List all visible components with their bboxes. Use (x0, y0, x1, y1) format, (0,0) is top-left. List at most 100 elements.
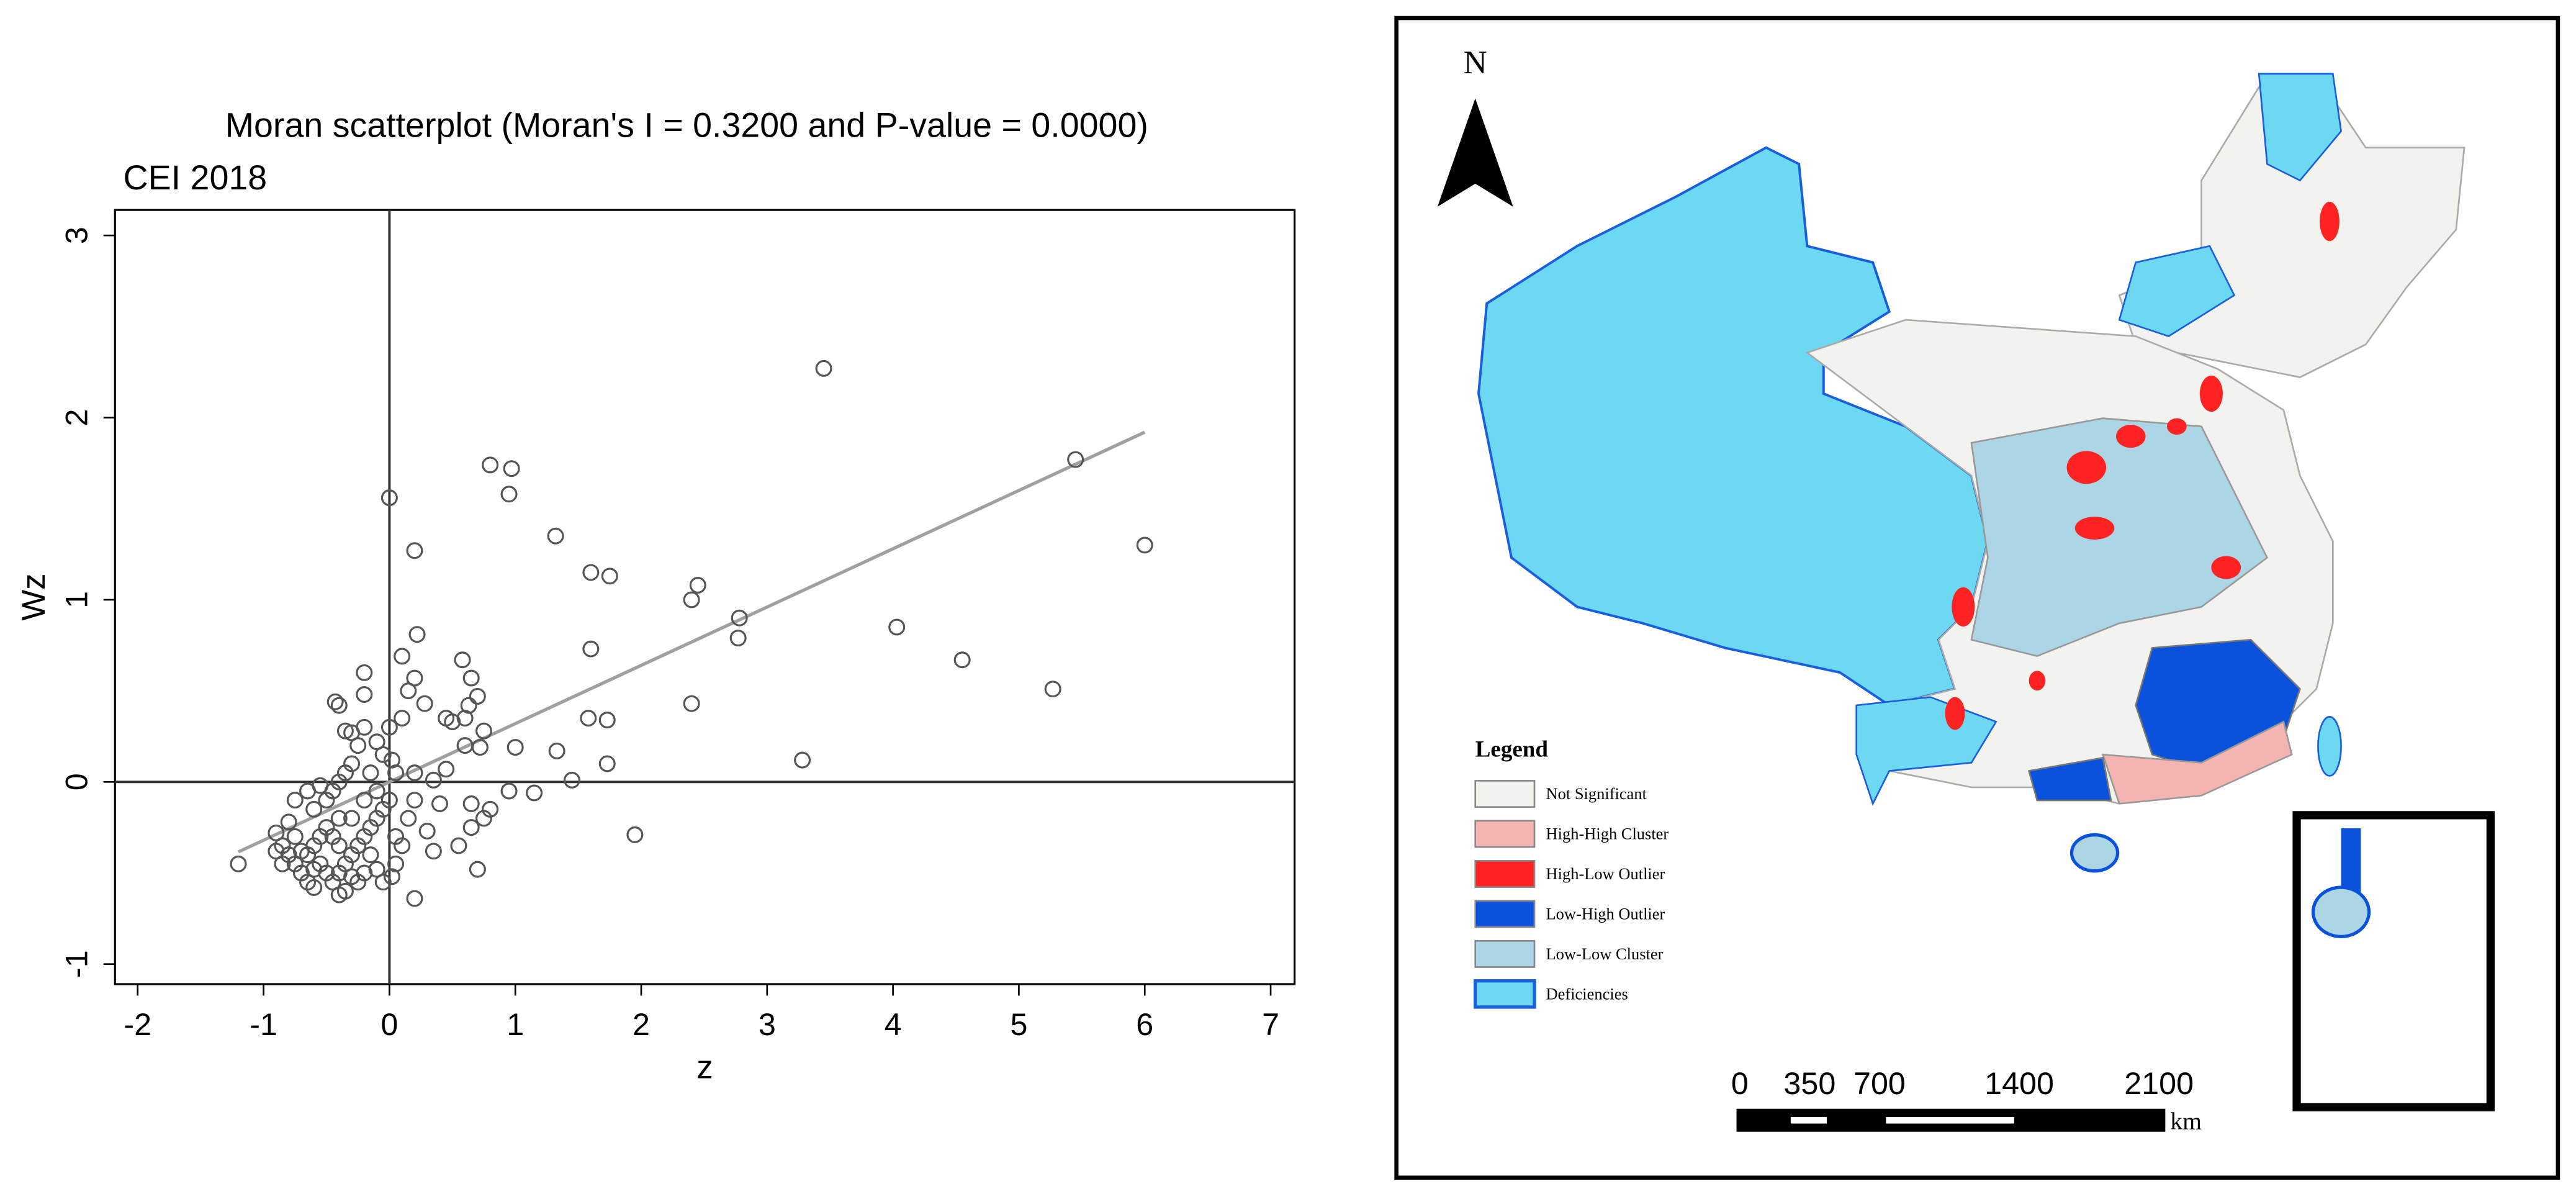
point (563, 771, 580, 789)
point (431, 795, 449, 812)
point (815, 360, 832, 377)
legend-label: Deficiencies (1546, 985, 1628, 1003)
region-high-low (2199, 375, 2223, 412)
point (683, 591, 700, 609)
point (362, 846, 379, 864)
legend-swatch (1474, 780, 1536, 808)
point (292, 843, 310, 860)
point (953, 651, 971, 669)
point (356, 686, 373, 703)
point (469, 861, 486, 878)
point (626, 826, 644, 843)
inset-frame (2292, 811, 2495, 1111)
point (418, 823, 436, 839)
point (406, 792, 423, 809)
point (471, 739, 489, 756)
point (374, 746, 392, 763)
scale-label: 2100 (2124, 1066, 2194, 1101)
region-high-low (1952, 587, 1975, 627)
y-tick-label: 3 (59, 227, 94, 244)
point (383, 868, 400, 885)
fit-line (237, 430, 1146, 854)
legend-label: High-Low Outlier (1546, 864, 1665, 883)
scale-label: 0 (1731, 1066, 1749, 1101)
region-high-low (2211, 556, 2241, 579)
point (475, 722, 492, 740)
point (330, 886, 348, 903)
scale-label: 350 (1783, 1066, 1835, 1101)
point (475, 810, 492, 827)
scale-labels: 0 350 700 1400 2100 km (1731, 1066, 2202, 1135)
point (462, 819, 480, 836)
point (356, 664, 373, 681)
region-high-low (2066, 451, 2107, 484)
point (286, 828, 304, 845)
point (548, 742, 565, 759)
x-tick-label: 0 (381, 1007, 398, 1042)
x-tick-label: 1 (507, 1007, 524, 1042)
point (580, 710, 597, 727)
point (416, 695, 433, 712)
point (406, 764, 423, 782)
x-tick-label: -1 (250, 1007, 277, 1042)
point (425, 843, 442, 860)
point (394, 648, 411, 665)
legend-swatch (1474, 820, 1536, 848)
point (1044, 681, 1061, 698)
x-tick-label: 5 (1010, 1007, 1027, 1042)
point (456, 710, 474, 727)
chart-subtitle: CEI 2018 (124, 158, 268, 197)
point (1136, 536, 1153, 554)
point (729, 630, 747, 647)
point (381, 718, 398, 736)
plot-area: -2 -1 0 1 2 3 4 5 6 7 -1 0 1 2 3 (59, 210, 1295, 1042)
inset-hainan (2311, 885, 2371, 938)
point (462, 669, 480, 687)
point (469, 687, 486, 705)
region-high-low (2029, 671, 2046, 691)
legend-label: Low-Low Cluster (1546, 944, 1664, 963)
point (462, 795, 480, 812)
point (406, 542, 423, 559)
x-tick-label: 2 (633, 1007, 650, 1042)
region-deficiency (2258, 73, 2342, 182)
point (400, 810, 417, 827)
point (305, 800, 323, 818)
point (456, 737, 474, 754)
scale-bar-segment (1790, 1116, 1827, 1124)
point (503, 460, 520, 477)
point (547, 527, 564, 545)
point (343, 755, 361, 772)
point (286, 792, 304, 809)
point (343, 810, 361, 827)
legend: Not Significant High-High Cluster High-Low… (1474, 780, 1669, 1009)
y-tick-label: 1 (59, 591, 94, 609)
scale-bar-segment (1886, 1116, 2014, 1124)
point (230, 855, 247, 872)
point (305, 879, 323, 896)
y-tick-label: 0 (59, 773, 94, 790)
point (794, 751, 811, 769)
legend-swatch (1474, 900, 1536, 928)
point (356, 718, 373, 736)
point (330, 810, 348, 827)
point (406, 669, 423, 687)
region-high-low (2320, 201, 2340, 242)
point (444, 713, 461, 730)
point (683, 695, 700, 712)
x-tick-label: -2 (124, 1007, 151, 1042)
point (406, 890, 423, 907)
plot-frame (114, 209, 1296, 985)
point (507, 739, 524, 756)
y-axis-label: Wz (16, 573, 52, 620)
legend-swatch (1474, 939, 1536, 968)
legend-title: Legend (1475, 736, 1549, 762)
point (299, 782, 317, 800)
point (356, 792, 373, 809)
island-hainan (2069, 833, 2120, 873)
map-panel: N Legend Not Significant High-High Cluste… (1394, 16, 2560, 1180)
legend-label: Not Significant (1546, 784, 1647, 803)
point (598, 712, 616, 729)
point (500, 486, 518, 503)
